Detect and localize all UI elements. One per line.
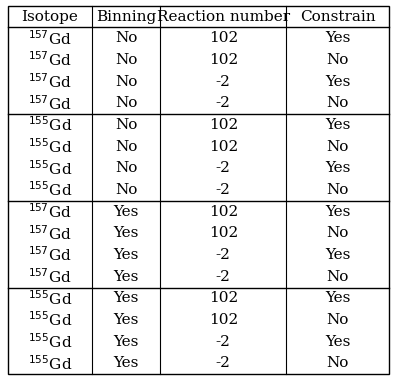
Text: No: No [326,53,349,67]
Text: $^{157}$Gd: $^{157}$Gd [28,224,72,243]
Text: $^{155}$Gd: $^{155}$Gd [28,180,72,200]
Text: Yes: Yes [325,335,350,349]
Text: $^{157}$Gd: $^{157}$Gd [28,94,72,112]
Text: Yes: Yes [325,248,350,262]
Text: $^{155}$Gd: $^{155}$Gd [28,311,72,329]
Text: Constrain: Constrain [300,10,376,24]
Text: 102: 102 [209,313,238,327]
Text: $^{157}$Gd: $^{157}$Gd [28,72,72,91]
Text: No: No [115,139,137,154]
Text: $^{155}$Gd: $^{155}$Gd [28,354,72,373]
Text: Yes: Yes [114,205,139,218]
Text: No: No [326,270,349,284]
Text: -2: -2 [216,335,231,349]
Text: $^{157}$Gd: $^{157}$Gd [28,29,72,48]
Text: No: No [326,356,349,370]
Text: No: No [115,31,137,45]
Text: 102: 102 [209,139,238,154]
Text: $^{155}$Gd: $^{155}$Gd [28,332,72,351]
Text: No: No [326,139,349,154]
Text: -2: -2 [216,270,231,284]
Text: Yes: Yes [325,31,350,45]
Text: Yes: Yes [114,356,139,370]
Text: Isotope: Isotope [21,10,78,24]
Text: $^{155}$Gd: $^{155}$Gd [28,137,72,156]
Text: No: No [326,183,349,197]
Text: No: No [115,74,137,89]
Text: Yes: Yes [114,248,139,262]
Text: No: No [115,162,137,175]
Text: -2: -2 [216,162,231,175]
Text: No: No [115,183,137,197]
Text: -2: -2 [216,356,231,370]
Text: 102: 102 [209,291,238,306]
Text: -2: -2 [216,183,231,197]
Text: Yes: Yes [325,162,350,175]
Text: Binning: Binning [96,10,156,24]
Text: No: No [326,226,349,241]
Text: 102: 102 [209,53,238,67]
Text: 102: 102 [209,31,238,45]
Text: -2: -2 [216,74,231,89]
Text: $^{157}$Gd: $^{157}$Gd [28,246,72,264]
Text: $^{155}$Gd: $^{155}$Gd [28,159,72,178]
Text: No: No [115,118,137,132]
Text: Yes: Yes [325,118,350,132]
Text: -2: -2 [216,248,231,262]
Text: Yes: Yes [114,313,139,327]
Text: $^{155}$Gd: $^{155}$Gd [28,116,72,134]
Text: Yes: Yes [325,291,350,306]
Text: No: No [115,53,137,67]
Text: No: No [115,96,137,110]
Text: $^{155}$Gd: $^{155}$Gd [28,289,72,308]
Text: Yes: Yes [325,205,350,218]
Text: Yes: Yes [114,270,139,284]
Text: No: No [326,313,349,327]
Text: 102: 102 [209,118,238,132]
Text: $^{157}$Gd: $^{157}$Gd [28,202,72,221]
Text: 102: 102 [209,205,238,218]
Text: Yes: Yes [114,335,139,349]
Text: $^{157}$Gd: $^{157}$Gd [28,51,72,69]
Text: Yes: Yes [114,291,139,306]
Text: Yes: Yes [325,74,350,89]
Text: Reaction number: Reaction number [157,10,290,24]
Text: Yes: Yes [114,226,139,241]
Text: 102: 102 [209,226,238,241]
Text: $^{157}$Gd: $^{157}$Gd [28,268,72,286]
Text: -2: -2 [216,96,231,110]
Text: No: No [326,96,349,110]
